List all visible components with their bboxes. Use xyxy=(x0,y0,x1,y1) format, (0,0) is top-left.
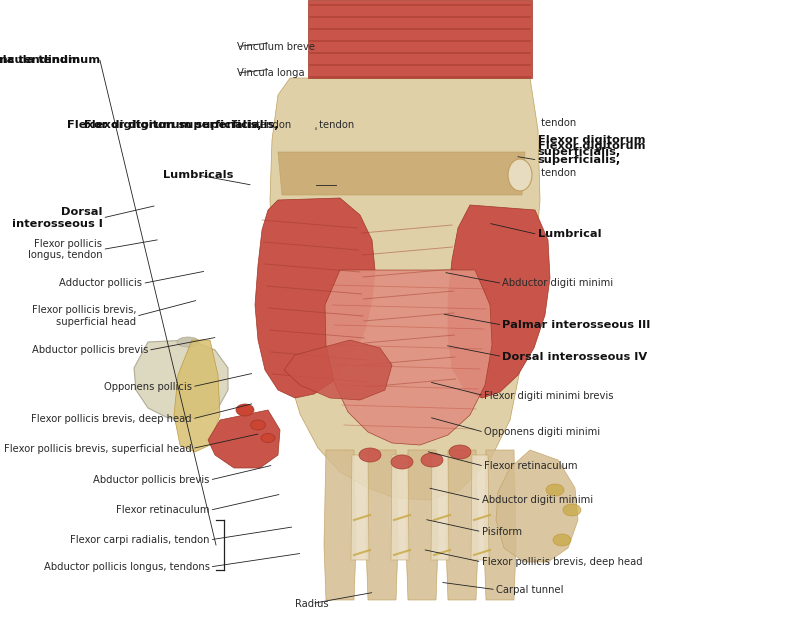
Text: Lumbricals: Lumbricals xyxy=(163,170,234,180)
Polygon shape xyxy=(471,455,489,560)
Polygon shape xyxy=(174,340,220,452)
Text: Flexor pollicis brevis, deep head: Flexor pollicis brevis, deep head xyxy=(482,557,642,567)
Polygon shape xyxy=(255,198,375,398)
Text: Opponens pollicis: Opponens pollicis xyxy=(104,382,192,392)
Text: Flexor digiti minimi brevis: Flexor digiti minimi brevis xyxy=(484,391,614,401)
Text: tendon: tendon xyxy=(538,118,576,129)
Ellipse shape xyxy=(449,445,471,459)
Text: Flexor digitorum
superficialis,: Flexor digitorum superficialis, xyxy=(538,135,645,157)
Text: Flexor digitorum: Flexor digitorum xyxy=(538,141,645,151)
Polygon shape xyxy=(406,450,438,600)
Text: Vincula tendinum: Vincula tendinum xyxy=(0,55,80,66)
Text: Radius: Radius xyxy=(295,598,329,609)
Polygon shape xyxy=(208,410,280,468)
Polygon shape xyxy=(484,450,516,600)
Polygon shape xyxy=(431,455,449,560)
Ellipse shape xyxy=(508,159,532,191)
Polygon shape xyxy=(278,152,525,195)
Polygon shape xyxy=(284,340,392,400)
Text: tendon: tendon xyxy=(316,120,354,130)
Polygon shape xyxy=(351,455,369,560)
Polygon shape xyxy=(496,450,578,562)
Polygon shape xyxy=(391,455,409,560)
Text: Dorsal
interosseous I: Dorsal interosseous I xyxy=(11,207,102,229)
Ellipse shape xyxy=(359,448,381,462)
Text: Flexor digitorum superficialis,: Flexor digitorum superficialis, xyxy=(67,120,262,130)
Ellipse shape xyxy=(391,455,413,469)
Text: Abductor digiti minimi: Abductor digiti minimi xyxy=(502,278,614,289)
Text: Flexor pollicis brevis, deep head: Flexor pollicis brevis, deep head xyxy=(31,414,192,424)
Text: Palmar interosseous III: Palmar interosseous III xyxy=(502,320,650,330)
Text: Flexor carpi radialis, tendon: Flexor carpi radialis, tendon xyxy=(70,535,210,545)
Text: Flexor pollicis brevis,
superficial head: Flexor pollicis brevis, superficial head xyxy=(31,306,136,327)
Text: Lumbrical: Lumbrical xyxy=(538,229,602,239)
Ellipse shape xyxy=(250,420,266,430)
Text: Adductor pollicis: Adductor pollicis xyxy=(59,278,142,289)
Text: superficialis,: superficialis, xyxy=(538,155,621,165)
Polygon shape xyxy=(134,340,228,418)
Ellipse shape xyxy=(261,433,275,442)
Polygon shape xyxy=(270,78,540,500)
Text: Flexor retinaculum: Flexor retinaculum xyxy=(484,461,578,471)
Text: Flexor pollicis brevis, superficial head: Flexor pollicis brevis, superficial head xyxy=(4,444,192,454)
Text: Flexor digitorum superficialis,: Flexor digitorum superficialis, xyxy=(84,120,278,130)
Polygon shape xyxy=(325,270,492,445)
Polygon shape xyxy=(366,450,398,600)
Text: Abductor pollicis brevis: Abductor pollicis brevis xyxy=(32,345,148,355)
Text: tendon: tendon xyxy=(538,168,576,178)
Ellipse shape xyxy=(177,337,199,347)
Text: Pisiform: Pisiform xyxy=(482,527,522,537)
Ellipse shape xyxy=(553,534,571,546)
Text: Opponens digiti minimi: Opponens digiti minimi xyxy=(484,427,600,437)
Polygon shape xyxy=(448,205,550,398)
Text: Abductor pollicis longus, tendons: Abductor pollicis longus, tendons xyxy=(44,562,210,572)
Text: Vincula longa: Vincula longa xyxy=(237,68,305,78)
Text: Abductor digiti minimi: Abductor digiti minimi xyxy=(482,495,593,505)
Text: tendon: tendon xyxy=(253,120,291,130)
Text: Dorsal interosseous IV: Dorsal interosseous IV xyxy=(502,352,647,362)
Polygon shape xyxy=(308,0,532,78)
Text: Vincula tendinum: Vincula tendinum xyxy=(0,55,100,66)
Text: Flexor pollicis
longus, tendon: Flexor pollicis longus, tendon xyxy=(28,239,102,260)
Text: Abductor pollicis brevis: Abductor pollicis brevis xyxy=(94,475,210,485)
Polygon shape xyxy=(324,450,356,600)
Text: Carpal tunnel: Carpal tunnel xyxy=(496,585,563,595)
Text: Vinculum breve: Vinculum breve xyxy=(237,42,314,52)
Ellipse shape xyxy=(421,453,443,467)
Ellipse shape xyxy=(563,504,581,516)
Ellipse shape xyxy=(546,484,564,496)
Text: Flexor retinaculum: Flexor retinaculum xyxy=(116,505,210,515)
Polygon shape xyxy=(446,450,478,600)
Ellipse shape xyxy=(236,404,254,416)
